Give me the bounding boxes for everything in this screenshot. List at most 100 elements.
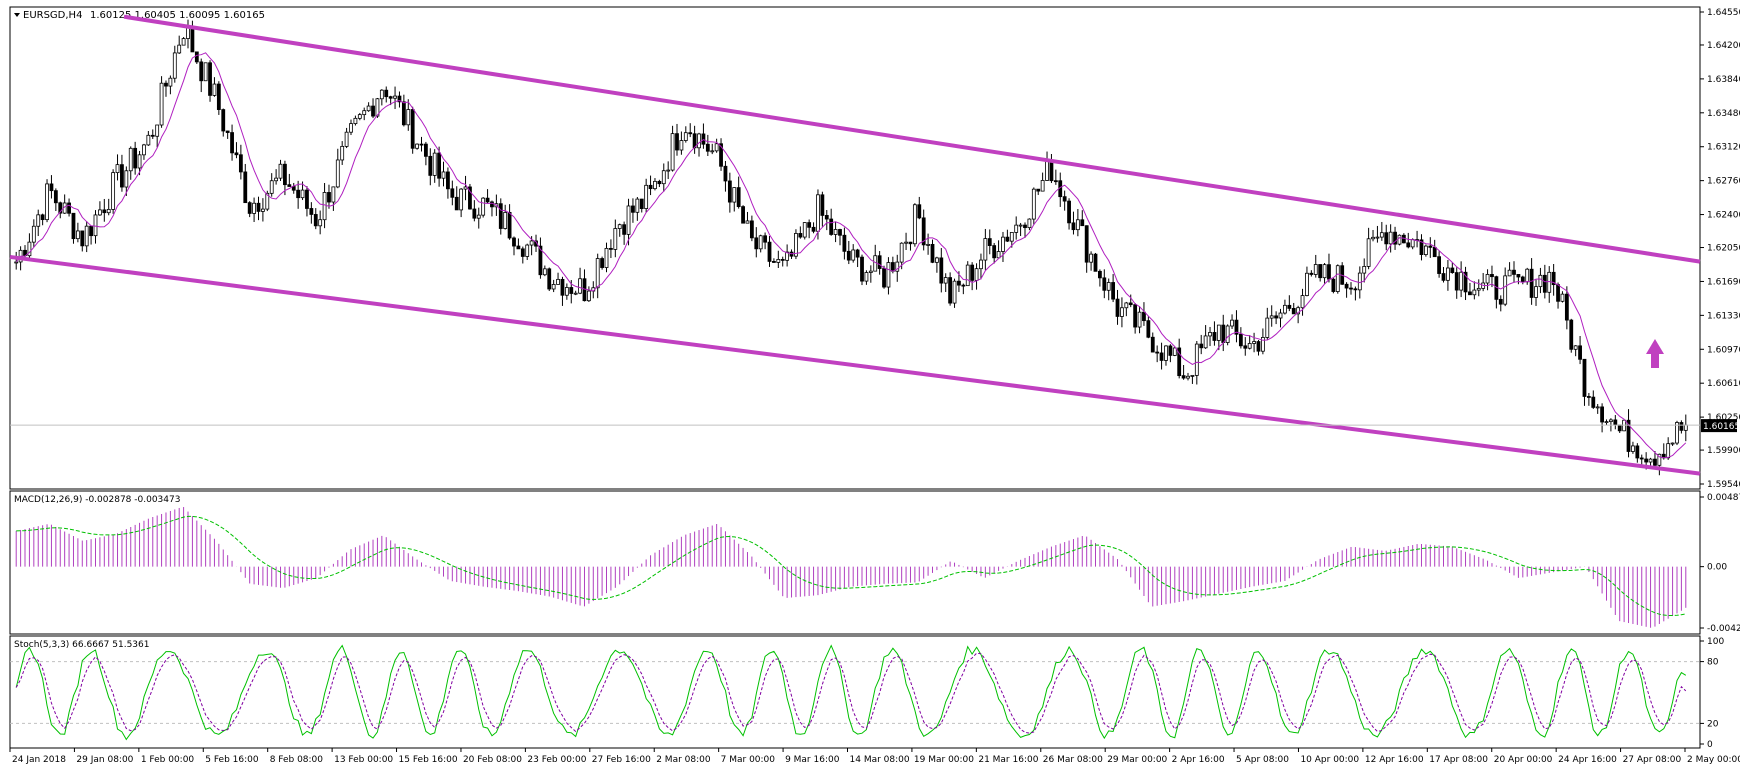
candle-body <box>1305 272 1309 296</box>
candle-body <box>1613 419 1618 426</box>
candle-body <box>776 258 781 263</box>
candle-body <box>194 51 199 63</box>
candle-body <box>811 226 816 232</box>
candle-body <box>974 268 979 281</box>
moving-average-line <box>15 52 1687 459</box>
candle-body <box>1194 343 1199 376</box>
candle-body <box>855 249 860 258</box>
candle-body <box>1349 287 1353 290</box>
candle-body <box>1432 246 1437 258</box>
candle-body <box>1525 268 1530 283</box>
candle-body <box>128 147 133 172</box>
candle-body <box>1128 302 1133 306</box>
macd-axis: 0.00487 0.00 -0.00429 <box>1700 493 1740 634</box>
time-tick-label: 21 Mar 16:00 <box>978 755 1038 765</box>
candle-body <box>921 217 926 246</box>
time-tick-label: 20 Apr 00:00 <box>1494 755 1553 765</box>
candle-body <box>719 143 723 167</box>
candle-body <box>710 150 715 153</box>
candle-body <box>1410 239 1415 248</box>
stoch-panel[interactable] <box>9 635 1701 749</box>
candle-body <box>1446 267 1450 281</box>
candle-body <box>780 258 785 261</box>
time-tick-label: 10 Apr 00:00 <box>1300 755 1359 765</box>
candle-body <box>529 240 534 246</box>
candle-body <box>979 259 983 270</box>
candle-body <box>287 184 292 187</box>
candle-body <box>1164 345 1168 361</box>
candle-body <box>1291 308 1296 315</box>
candle-body <box>1238 333 1243 347</box>
candle-body <box>1186 375 1190 379</box>
candle-body <box>472 208 477 219</box>
candle-body <box>1631 445 1635 452</box>
candle-body <box>1362 266 1367 274</box>
time-tick-label: 20 Feb 08:00 <box>463 755 522 765</box>
candle-body <box>159 82 164 126</box>
up-arrow-icon <box>1646 339 1664 368</box>
candle-body <box>1595 406 1600 409</box>
candle-body <box>1172 347 1177 356</box>
candlestick-series <box>14 19 1688 476</box>
candle-body <box>1542 274 1547 293</box>
candle-body <box>520 248 525 257</box>
candle-body <box>1626 419 1631 452</box>
candle-body <box>1371 236 1375 240</box>
candle-body <box>1463 271 1468 293</box>
candle-body <box>168 77 173 87</box>
candle-body <box>133 147 138 169</box>
candle-body <box>1423 245 1428 255</box>
price-panel[interactable] <box>9 6 1701 490</box>
macd-tick-label: -0.00429 <box>1707 624 1740 634</box>
time-axis: 24 Jan 2018 29 Jan 08:00 1 Feb 00:00 5 Feb … <box>9 748 1740 765</box>
candle-body <box>256 202 261 212</box>
candle-body <box>930 243 935 263</box>
macd-tick-label: 0.00 <box>1707 563 1727 573</box>
candle-body <box>551 284 556 290</box>
candle-body <box>1591 396 1596 408</box>
candle-body <box>102 209 107 214</box>
candle-body <box>428 155 433 176</box>
candle-body <box>688 132 693 135</box>
candle-body <box>393 95 397 99</box>
candle-body <box>564 287 569 296</box>
candle-body <box>877 255 882 269</box>
candle-body <box>1569 319 1574 350</box>
candle-body <box>437 152 442 179</box>
candle-body <box>758 235 763 250</box>
candle-body <box>1221 324 1226 343</box>
candle-body <box>1150 336 1155 353</box>
price-tick-label: 1.60610 <box>1707 379 1740 389</box>
candle-body <box>36 214 41 227</box>
candle-body <box>1023 224 1027 229</box>
candle-body <box>1274 315 1279 319</box>
candle-body <box>948 277 953 304</box>
candle-body <box>613 228 618 250</box>
candle-body <box>309 208 314 215</box>
candle-body <box>631 205 635 213</box>
candle-body <box>833 229 838 235</box>
candle-body <box>98 209 102 216</box>
candle-body <box>331 186 336 203</box>
candle-body <box>401 101 406 126</box>
time-tick-label: 23 Feb 00:00 <box>527 755 586 765</box>
candle-body <box>754 237 759 250</box>
candle-body <box>296 189 301 199</box>
candle-body <box>441 171 446 179</box>
candle-body <box>586 290 591 302</box>
candle-body <box>816 194 820 232</box>
candle-body <box>1582 358 1587 397</box>
macd-panel[interactable] <box>9 490 1701 635</box>
candle-body <box>745 220 750 224</box>
time-tick-label: 7 Mar 00:00 <box>721 755 776 765</box>
candle-body <box>93 214 98 237</box>
candle-body <box>1551 271 1556 286</box>
price-tick-label: 1.60970 <box>1707 345 1740 355</box>
dropdown-triangle-icon[interactable] <box>14 13 20 17</box>
candle-body <box>1159 352 1164 361</box>
candle-body <box>1234 319 1239 335</box>
candle-body <box>252 202 256 214</box>
candle-body <box>410 109 415 149</box>
candle-body <box>71 212 76 240</box>
